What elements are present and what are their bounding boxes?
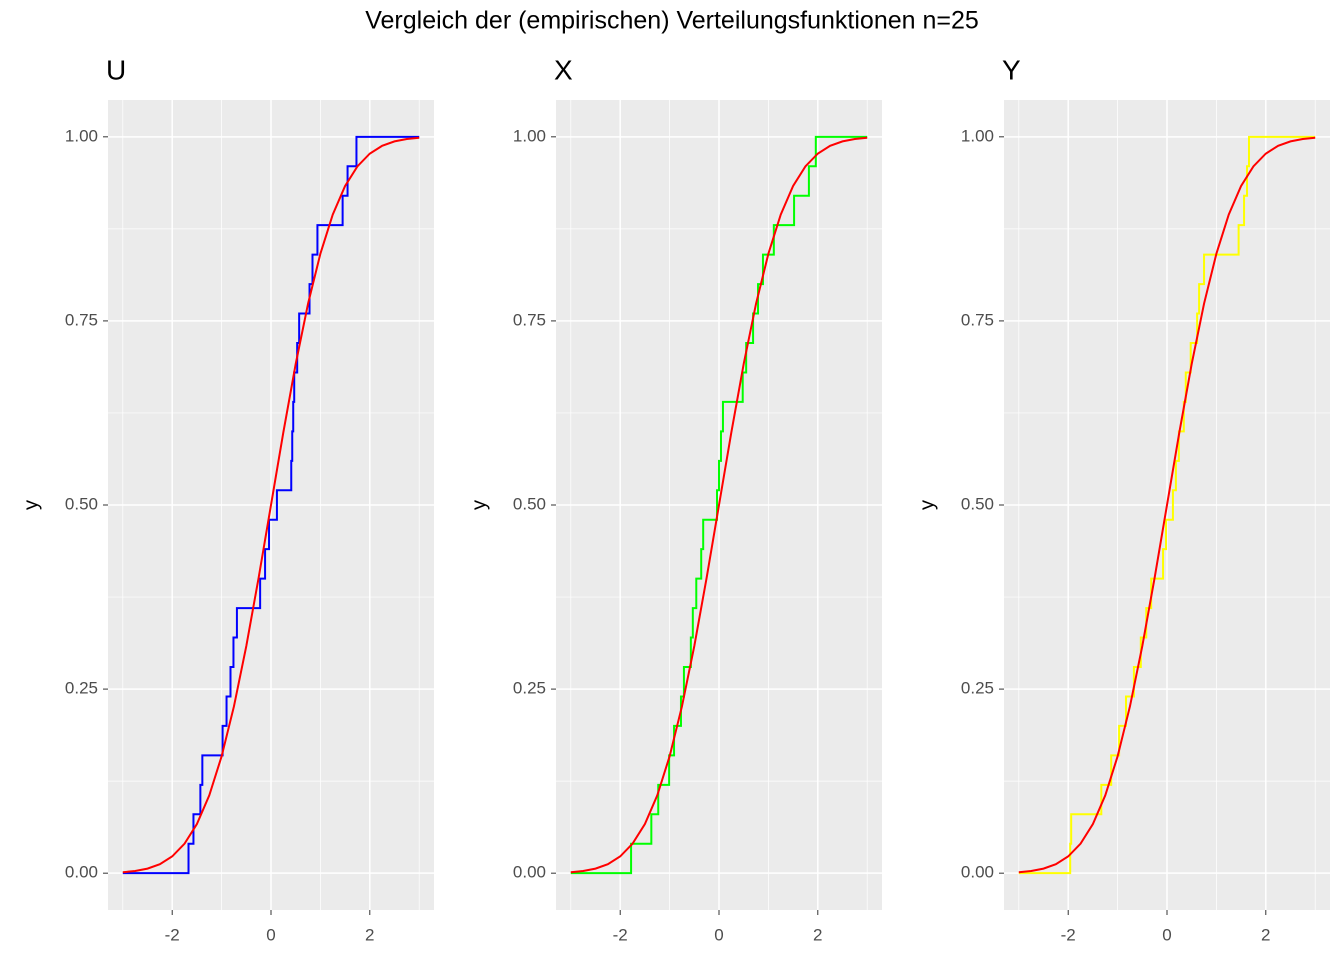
- y-tick-label: 0.00: [961, 863, 994, 882]
- x-tick-label: 2: [1261, 925, 1270, 944]
- panel-title: X: [554, 54, 573, 85]
- y-tick-label: 0.25: [961, 679, 994, 698]
- y-tick-label: 0.75: [513, 310, 546, 329]
- y-tick-label: 0.75: [65, 310, 98, 329]
- y-tick-label: 1.00: [961, 126, 994, 145]
- x-tick-label: -2: [613, 925, 628, 944]
- y-axis-label: y: [468, 500, 490, 510]
- x-tick-label: -2: [165, 925, 180, 944]
- data-line: [1018, 135, 1316, 875]
- x-tick-label: -2: [1061, 925, 1076, 944]
- y-tick-label: 0.50: [961, 494, 994, 513]
- y-tick-label: 0.25: [65, 679, 98, 698]
- x-tick-label: 0: [1162, 925, 1171, 944]
- panel-title: U: [106, 54, 126, 85]
- x-tick-label: 0: [266, 925, 275, 944]
- x-tick-label: 0: [714, 925, 723, 944]
- panel-title: Y: [1002, 54, 1021, 85]
- y-axis-label: y: [916, 500, 938, 510]
- x-tick-label: 2: [365, 925, 374, 944]
- y-tick-label: 0.50: [65, 494, 98, 513]
- data-line: [1018, 136, 1316, 874]
- x-tick-label: 2: [813, 925, 822, 944]
- data-line: [570, 136, 868, 874]
- y-tick-label: 0.75: [961, 310, 994, 329]
- y-tick-label: 0.00: [513, 863, 546, 882]
- y-tick-label: 1.00: [65, 126, 98, 145]
- y-axis-label: y: [20, 500, 42, 510]
- data-line: [122, 136, 420, 874]
- data-line: [122, 135, 420, 875]
- y-tick-label: 1.00: [513, 126, 546, 145]
- y-tick-label: 0.00: [65, 863, 98, 882]
- figure-title: Vergleich der (empirischen) Verteilungsf…: [365, 7, 979, 35]
- y-tick-label: 0.50: [513, 494, 546, 513]
- y-tick-label: 0.25: [513, 679, 546, 698]
